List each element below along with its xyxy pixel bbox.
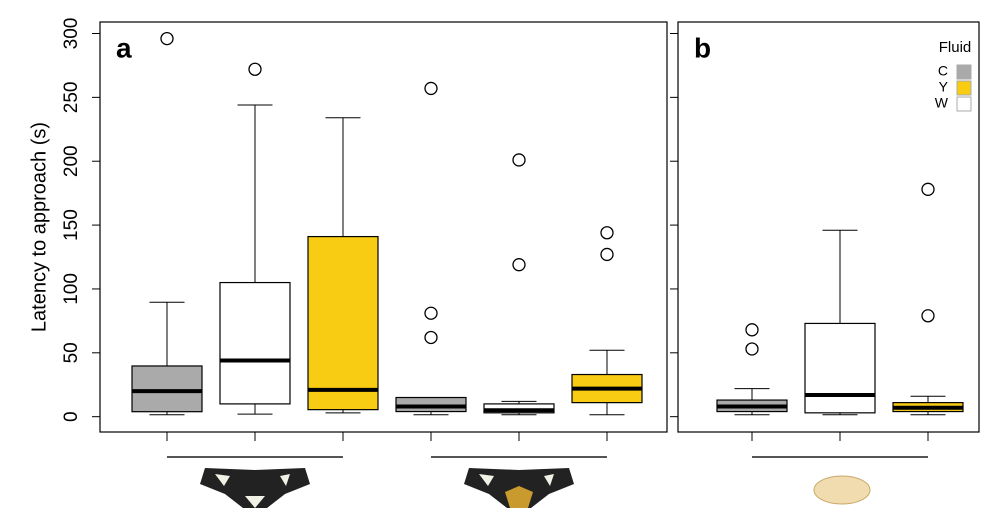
legend-swatch bbox=[956, 64, 972, 80]
panel-label: a bbox=[116, 32, 132, 63]
moth-icon bbox=[464, 468, 574, 508]
outlier bbox=[424, 330, 438, 345]
y-tick-label: 150 bbox=[61, 209, 82, 241]
legend-label: Y bbox=[939, 79, 949, 95]
panel-label: b bbox=[694, 32, 711, 63]
outlier bbox=[512, 153, 526, 167]
outlier bbox=[600, 226, 614, 240]
y-tick-label: 0 bbox=[61, 411, 82, 422]
legend-label: C bbox=[938, 63, 948, 79]
outlier bbox=[745, 323, 759, 337]
y-tick-label: 250 bbox=[61, 82, 82, 114]
legend-swatch bbox=[956, 96, 972, 112]
outlier bbox=[921, 182, 935, 196]
outlier bbox=[921, 309, 935, 323]
legend-title: Fluid bbox=[939, 39, 972, 56]
outlier bbox=[512, 258, 526, 272]
box bbox=[804, 322, 876, 414]
box bbox=[307, 235, 379, 411]
y-tick-label: 50 bbox=[61, 342, 82, 363]
outlier bbox=[745, 342, 759, 356]
y-tick-label: 100 bbox=[61, 273, 82, 305]
moth-icon bbox=[200, 468, 310, 508]
box bbox=[219, 281, 291, 405]
outlier bbox=[424, 81, 438, 96]
outlier bbox=[248, 62, 262, 76]
outlier bbox=[424, 306, 438, 320]
plot-frame bbox=[99, 21, 668, 433]
y-tick-label: 300 bbox=[61, 18, 82, 50]
larva-icon bbox=[813, 475, 871, 505]
outlier bbox=[160, 31, 174, 46]
box bbox=[131, 365, 203, 413]
legend-label: W bbox=[935, 95, 949, 111]
legend-swatch bbox=[956, 80, 972, 96]
y-axis-label: Latency to approach (s) bbox=[28, 122, 50, 332]
outlier bbox=[600, 247, 614, 262]
y-tick-label: 200 bbox=[61, 145, 82, 177]
plot-frame bbox=[677, 21, 980, 433]
